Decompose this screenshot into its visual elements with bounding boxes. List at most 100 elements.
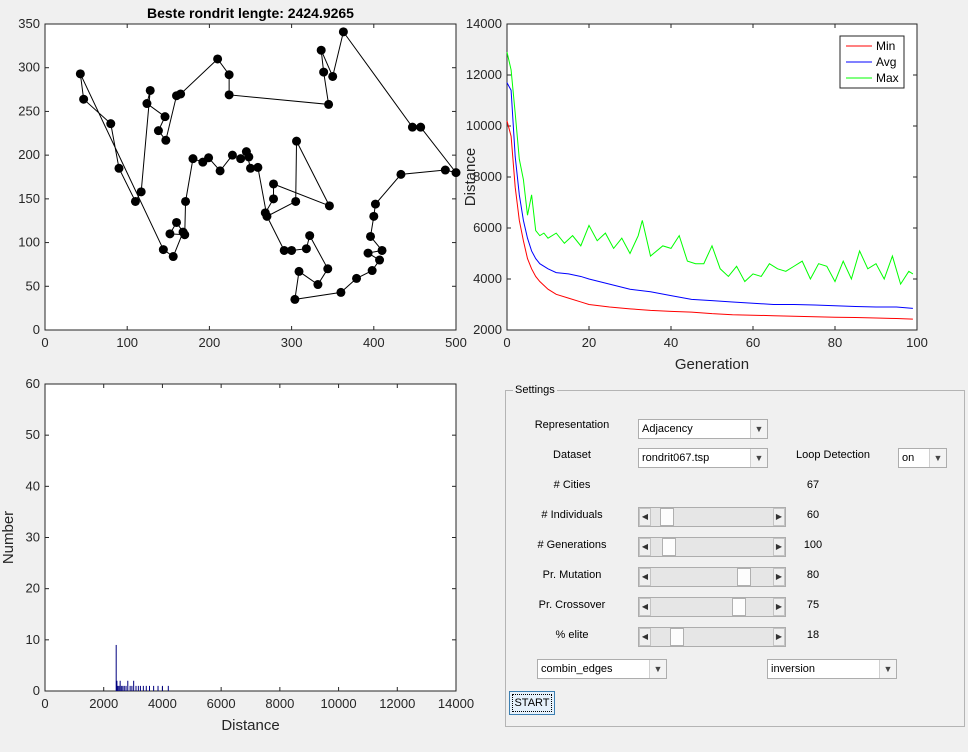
city-point [396,169,406,179]
generations-label: # Generations [537,539,607,551]
city-point [316,45,326,55]
tour-ytick-label: 200 [18,147,40,162]
chevron-down-icon: ▼ [750,420,767,438]
city-point [336,287,346,297]
settings-panel: Settings [505,384,965,727]
city-point [181,196,191,206]
histogram-xtick-label: 2000 [89,696,118,711]
settings-title: Settings [513,384,557,396]
arrow-left-icon[interactable]: ◀ [639,628,651,646]
city-point [375,255,385,265]
city-point [215,166,225,176]
city-point [227,150,237,160]
city-point [324,201,334,211]
city-point [178,227,188,237]
city-point [198,157,208,167]
progress-ytick-label: 12000 [466,67,502,82]
arrow-right-icon[interactable]: ▶ [773,508,785,526]
elite-value: 18 [806,629,820,641]
histogram-xtick-label: 6000 [207,696,236,711]
histogram-xtick-label: 14000 [438,696,474,711]
arrow-right-icon[interactable]: ▶ [773,538,785,556]
progress-xtick-label: 60 [746,335,760,350]
chevron-down-icon[interactable]: ▼ [879,660,896,678]
mutation-value: 80 [806,569,820,581]
arrow-left-icon[interactable]: ◀ [639,538,651,556]
arrow-right-icon[interactable]: ▶ [773,568,785,586]
crossover-slider-thumb[interactable] [732,598,746,616]
tour-xtick-label: 200 [199,335,221,350]
tour-xtick-label: 500 [445,335,467,350]
tour-ytick-label: 250 [18,103,40,118]
city-point [292,136,302,146]
legend-label-max: Max [876,71,899,85]
city-point [246,163,255,173]
histogram-ytick-label: 0 [33,683,40,698]
city-point [142,99,152,109]
city-point [290,294,300,304]
histogram-ytick-label: 60 [26,376,40,391]
arrow-left-icon[interactable]: ◀ [639,568,651,586]
histogram-ytick-label: 40 [26,478,40,493]
city-point [236,154,246,164]
individuals-slider-thumb[interactable] [659,508,674,526]
arrow-right-icon[interactable]: ▶ [773,598,785,616]
mutation-slider[interactable]: ◀ ▶ [638,567,786,587]
elite-slider[interactable]: ◀ ▶ [638,627,786,647]
city-point [370,199,380,209]
city-point [416,122,426,132]
mutation-operator-dropdown[interactable]: inversion ▼ [767,659,897,679]
generations-value: 100 [803,539,823,551]
mutation-operator-value: inversion [771,663,816,675]
loop-detection-value: on [902,452,915,464]
histogram-ytick-label: 10 [26,632,40,647]
tour-title: Beste rondrit lengte: 2424.9265 [147,5,354,21]
progress-ytick-label: 8000 [473,169,502,184]
city-point [338,27,348,37]
legend-label-avg: Avg [876,55,896,69]
arrow-left-icon[interactable]: ◀ [639,508,651,526]
crossover-operator-dropdown[interactable]: combin_edges ▼ [537,659,667,679]
arrow-left-icon[interactable]: ◀ [639,598,651,616]
individuals-slider[interactable]: ◀ ▶ [638,507,786,527]
city-point [75,69,85,79]
city-point [440,165,450,175]
individuals-value: 60 [806,509,820,521]
loop-detection-label: Loop Detection [796,449,870,461]
dataset-dropdown[interactable]: rondrit067.tsp ▼ [638,448,768,468]
histogram-xtick-label: 8000 [265,696,294,711]
chevron-down-icon: ▼ [750,449,767,467]
arrow-right-icon[interactable]: ▶ [773,628,785,646]
mutation-label: Pr. Mutation [542,569,602,581]
mutation-slider-thumb[interactable] [737,568,752,586]
histogram-xtick-label: 0 [41,696,48,711]
progress-ytick-label: 10000 [466,118,502,133]
histogram-ylabel: Number [0,511,17,564]
city-point [369,211,379,221]
elite-slider-thumb[interactable] [670,628,685,646]
city-point [224,70,234,80]
chevron-down-icon[interactable]: ▼ [649,660,666,678]
loop-detection-dropdown[interactable]: on ▼ [898,448,947,468]
generations-slider[interactable]: ◀ ▶ [638,537,786,557]
city-point [328,71,338,81]
crossover-slider[interactable]: ◀ ▶ [638,597,786,617]
generations-slider-thumb[interactable] [661,538,676,556]
progress-ytick-label: 6000 [473,220,502,235]
city-point [136,187,146,197]
city-point [305,231,315,241]
city-point [253,162,263,172]
city-point [269,179,279,189]
city-point [301,244,311,254]
progress-ytick-label: 4000 [473,271,502,286]
city-point [153,126,163,136]
city-point [269,194,279,204]
representation-value: Adjacency [642,423,693,435]
city-point [262,211,272,221]
start-button[interactable]: START [509,691,555,715]
progress-xtick-label: 20 [582,335,596,350]
tour-axes-box [44,23,457,331]
representation-dropdown[interactable]: Adjacency ▼ [638,419,768,439]
histogram-xtick-label: 12000 [379,696,415,711]
progress-ytick-label: 2000 [473,322,502,337]
